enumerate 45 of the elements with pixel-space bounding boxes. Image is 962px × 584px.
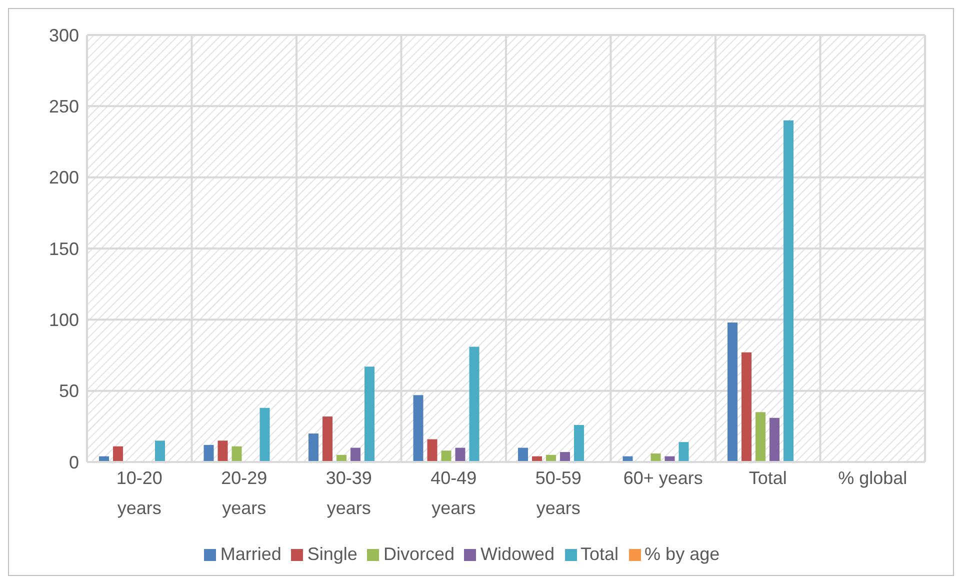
legend-label: Single xyxy=(307,544,358,564)
bar xyxy=(455,448,466,462)
legend-label: Widowed xyxy=(480,544,555,564)
bar xyxy=(322,416,332,462)
legend-label: Total xyxy=(580,544,619,564)
y-tick-label: 200 xyxy=(48,168,79,188)
y-tick-label: 0 xyxy=(68,452,79,472)
bar xyxy=(155,440,165,462)
bar xyxy=(742,352,752,462)
x-tick-label: 60+ years xyxy=(623,468,703,488)
bar xyxy=(364,366,374,462)
bar xyxy=(232,446,242,462)
bar xyxy=(427,439,438,462)
x-tick-label: 10-20 years xyxy=(116,468,162,518)
bar xyxy=(469,346,480,462)
x-tick-label: 30-39 years xyxy=(326,468,372,518)
x-tick-label: 20-29 years xyxy=(221,468,268,518)
x-tick-label: 50-59 years xyxy=(535,468,582,518)
y-tick-label: 250 xyxy=(48,96,79,117)
bar xyxy=(784,120,794,462)
bar xyxy=(204,444,214,462)
bar xyxy=(350,448,360,462)
bar xyxy=(308,434,318,462)
x-tick-label: Total xyxy=(748,468,787,488)
x-tick-label: % global xyxy=(838,468,908,488)
bar xyxy=(518,448,528,462)
y-tick-label: 300 xyxy=(48,25,79,46)
bar xyxy=(560,452,570,462)
y-tick-label: 150 xyxy=(48,238,79,259)
bar xyxy=(574,424,584,462)
legend-label: Divorced xyxy=(383,544,454,564)
bar xyxy=(113,446,123,462)
x-tick-label: 40-49 years xyxy=(430,468,477,518)
bar xyxy=(678,442,689,462)
y-tick-label: 100 xyxy=(48,310,79,330)
legend-label: Married xyxy=(220,544,282,564)
bar xyxy=(413,395,424,462)
bar xyxy=(218,440,228,462)
bar xyxy=(441,450,452,462)
y-tick-label: 50 xyxy=(58,381,79,402)
bar xyxy=(770,418,780,462)
bar xyxy=(756,412,766,462)
bar xyxy=(728,322,738,462)
bar xyxy=(260,408,270,462)
legend-label: % by age xyxy=(644,544,720,564)
